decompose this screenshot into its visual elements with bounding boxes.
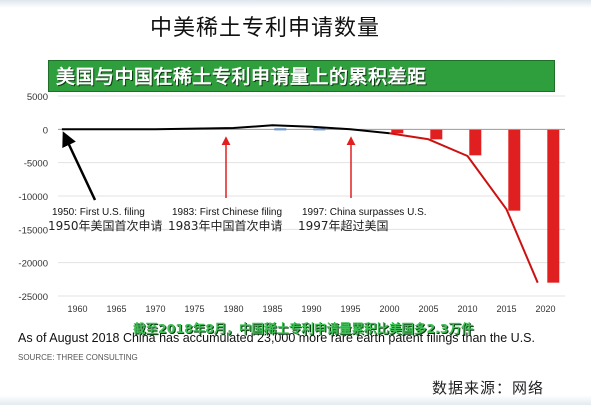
x-tick-label: 1995 bbox=[340, 304, 360, 314]
y-tick-label: -15000 bbox=[18, 225, 48, 236]
chart-caption: As of August 2018 China has accumulated … bbox=[18, 331, 535, 345]
x-tick-label: 1990 bbox=[301, 304, 321, 314]
banner-background bbox=[48, 60, 555, 92]
y-tick-label: -5000 bbox=[24, 159, 48, 170]
data-source-note: 数据来源：网络 bbox=[432, 379, 545, 397]
bar bbox=[391, 129, 404, 134]
banner-title: 美国与中国在稀土专利申请量上的累积差距 bbox=[56, 66, 427, 88]
x-tick-label: 1965 bbox=[106, 304, 126, 314]
x-tick-label: 1970 bbox=[145, 304, 165, 314]
x-tick-label: 2015 bbox=[496, 304, 516, 314]
annotation-label-en: 1983: First Chinese filing bbox=[172, 207, 282, 218]
annotation-label-zh: 1950年美国首次申请 bbox=[48, 219, 163, 233]
top-frame bbox=[0, 0, 591, 8]
bar bbox=[430, 129, 443, 140]
x-tick-label: 1985 bbox=[262, 304, 282, 314]
annotation-label-zh: 1997年超过美国 bbox=[298, 218, 389, 233]
annotation-label-zh: 1983年中国首次申请 bbox=[168, 218, 283, 233]
caption-overlay: 截至2018年8月，中国稀土专利申请量累积比美国多2.3万件 bbox=[133, 321, 474, 336]
y-tick-label: -10000 bbox=[18, 192, 48, 203]
x-tick-label: 1975 bbox=[184, 304, 204, 314]
x-tick-label: 2005 bbox=[418, 304, 438, 314]
bottom-frame bbox=[0, 395, 591, 405]
x-tick-label: 2010 bbox=[457, 304, 477, 314]
x-tick-labels: 1960 1965 1970 1975 1980 1985 1990 1995 2000 2005… bbox=[67, 304, 555, 314]
y-tick-label: 5000 bbox=[27, 92, 48, 103]
line-after-2000 bbox=[389, 132, 539, 284]
line-before-2000 bbox=[61, 124, 390, 135]
x-tick-label: 2000 bbox=[379, 304, 399, 314]
y-tick-label: 0 bbox=[43, 125, 48, 136]
annotation-label-en: 1997: China surpasses U.S. bbox=[302, 207, 427, 218]
x-tick-label: 1980 bbox=[223, 304, 243, 314]
bars bbox=[274, 128, 560, 283]
bar bbox=[508, 129, 521, 211]
y-tick-label: -20000 bbox=[18, 259, 48, 270]
y-tick-label: -25000 bbox=[18, 292, 48, 303]
slide-title: 中美稀土专利申请数量 bbox=[150, 16, 381, 41]
gridlines bbox=[58, 95, 565, 297]
x-tick-label: 2020 bbox=[535, 304, 555, 314]
x-tick-label: 1960 bbox=[67, 304, 87, 314]
annotation-label-en: 1950: First U.S. filing bbox=[52, 207, 145, 218]
y-tick-labels: 5000 0 -5000 -10000 -15000 -20000 -25000 bbox=[18, 92, 48, 303]
source-note: SOURCE: THREE CONSULTING bbox=[18, 353, 138, 362]
annotation-arrow bbox=[62, 131, 97, 201]
series-line bbox=[61, 124, 539, 284]
bar bbox=[547, 129, 560, 283]
bar bbox=[469, 129, 482, 156]
